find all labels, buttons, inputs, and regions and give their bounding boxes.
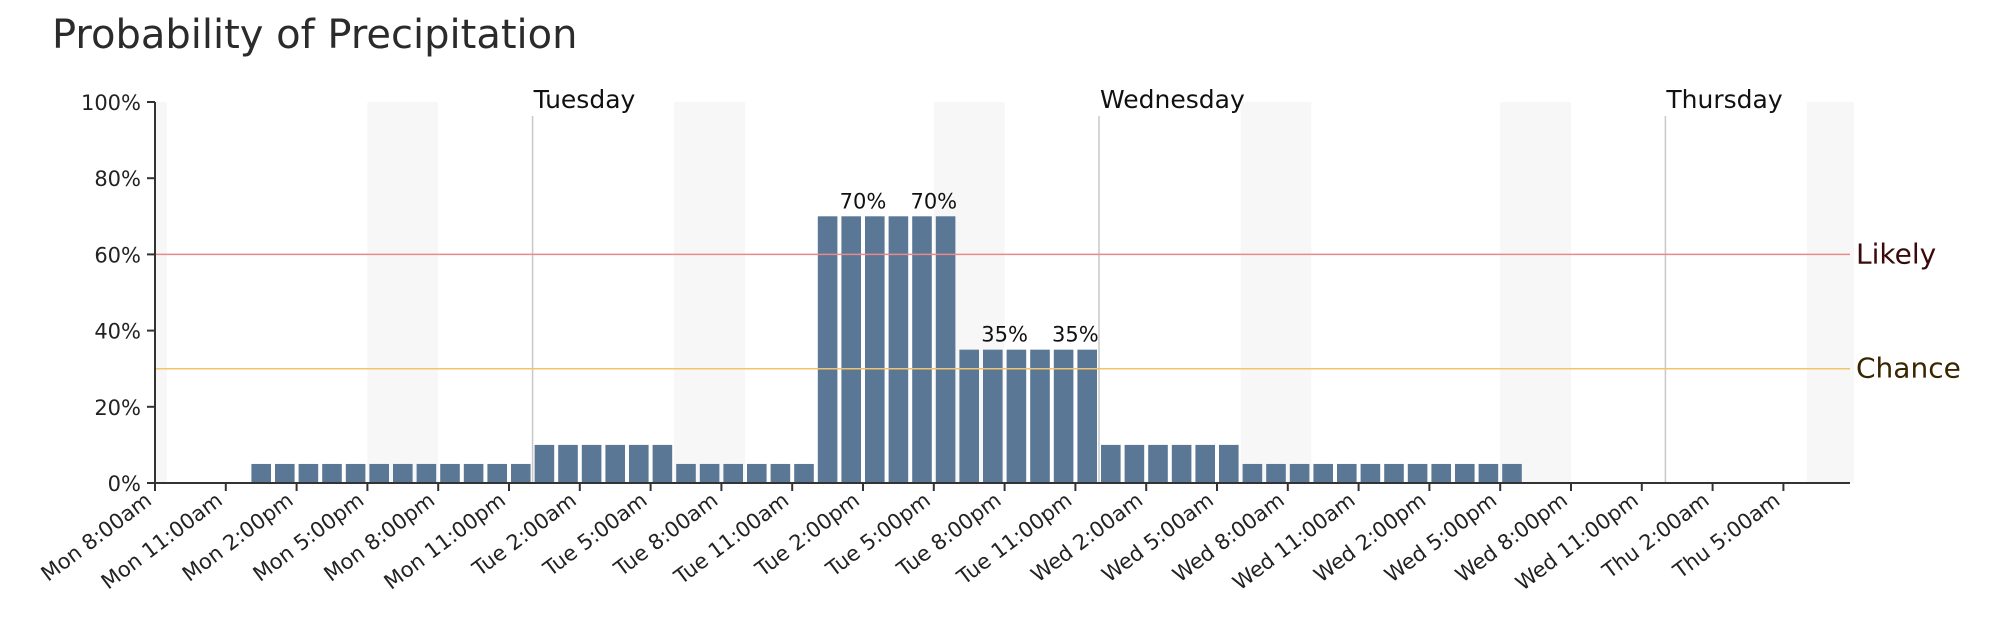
y-tick-label: 100% — [81, 91, 141, 115]
bar — [1502, 463, 1522, 483]
bar — [652, 444, 673, 483]
bar — [416, 463, 437, 483]
bar — [440, 463, 460, 483]
day-label: Wednesday — [1100, 85, 1245, 114]
bar — [699, 463, 720, 483]
x-tick-label: Mon 11:00am — [97, 488, 227, 594]
bar — [581, 444, 602, 483]
bar — [841, 216, 861, 484]
night-band — [1807, 102, 1855, 483]
bar — [1124, 444, 1145, 483]
bar — [1289, 463, 1310, 483]
y-tick-label: 80% — [94, 167, 141, 191]
bar — [770, 463, 791, 483]
day-label: Thursday — [1665, 85, 1782, 114]
bar — [605, 444, 625, 483]
y-tick-label: 20% — [94, 396, 141, 420]
bar — [935, 216, 956, 484]
data-label: 70% — [910, 189, 957, 213]
bar — [1431, 463, 1451, 483]
bar — [275, 463, 295, 483]
bar — [1266, 463, 1286, 483]
bar — [1195, 444, 1215, 483]
bar — [487, 463, 507, 483]
bar — [723, 463, 743, 483]
bar — [1006, 349, 1027, 483]
bar — [511, 463, 531, 483]
bar — [251, 463, 271, 483]
chart-title: Probability of Precipitation — [52, 12, 578, 58]
bar — [1030, 349, 1050, 483]
y-tick-label: 0% — [108, 472, 141, 496]
x-tick-label: Mon 11:00pm — [380, 488, 510, 595]
bar — [558, 444, 578, 483]
bar — [298, 463, 319, 483]
bar — [1219, 444, 1239, 483]
bar — [1384, 463, 1404, 483]
bar — [747, 463, 767, 483]
bar — [888, 216, 909, 484]
bar — [1171, 444, 1192, 483]
threshold-label: Likely — [1856, 237, 1936, 270]
x-tick-label: Wed 11:00pm — [1511, 488, 1643, 595]
bar — [1101, 444, 1121, 483]
bar — [1313, 463, 1333, 483]
threshold-label: Chance — [1856, 352, 1961, 385]
data-label: 35% — [1052, 323, 1099, 347]
bar — [1478, 463, 1499, 483]
night-band — [674, 102, 745, 483]
bar — [1360, 463, 1381, 483]
bar — [817, 216, 838, 484]
bar — [983, 349, 1003, 483]
bar — [1455, 463, 1475, 483]
bar — [676, 463, 696, 483]
bar — [1077, 349, 1097, 483]
bar — [865, 216, 885, 484]
bar — [959, 349, 979, 483]
night-band — [367, 102, 439, 483]
y-tick-label: 40% — [94, 320, 141, 344]
bar — [393, 463, 413, 483]
bar — [463, 463, 484, 483]
night-band — [1240, 102, 1312, 483]
bar — [369, 463, 389, 483]
bar — [1242, 463, 1263, 483]
bar — [322, 463, 342, 483]
data-label: 70% — [840, 189, 887, 213]
bar — [1148, 444, 1168, 483]
bar — [1337, 463, 1357, 483]
bar — [534, 444, 555, 483]
day-label: Tuesday — [533, 85, 636, 114]
bar — [1053, 349, 1074, 483]
night-band — [155, 102, 167, 483]
y-tick-label: 60% — [94, 243, 141, 267]
bar — [912, 216, 932, 484]
data-label: 35% — [981, 323, 1028, 347]
bar — [345, 463, 366, 483]
x-tick-label: Wed 11:00am — [1228, 488, 1359, 595]
bar — [1407, 463, 1428, 483]
night-band — [1500, 102, 1571, 483]
bar — [794, 463, 814, 483]
bar — [629, 444, 649, 483]
